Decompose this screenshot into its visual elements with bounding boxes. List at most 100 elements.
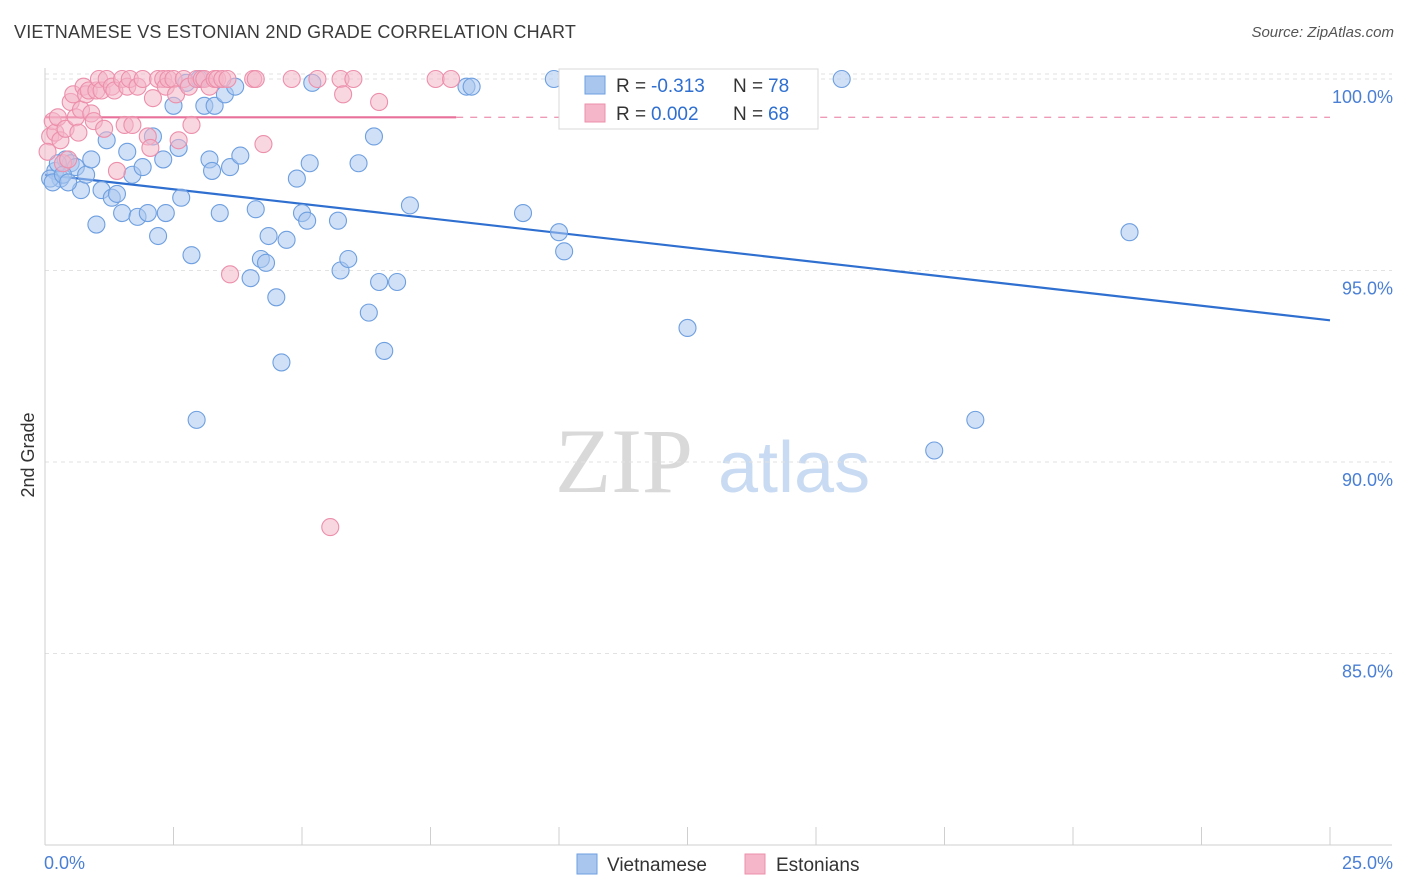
data-point-vietnamese — [513, 204, 533, 223]
data-point-estonians — [59, 150, 78, 169]
data-point-estonians — [182, 115, 201, 135]
data-point-estonians — [123, 115, 142, 135]
data-point-vietnamese — [156, 204, 175, 223]
data-point-vietnamese — [300, 154, 319, 173]
y-tick-label: 100.0% — [1332, 87, 1393, 107]
data-point-vietnamese — [400, 196, 419, 215]
data-point-vietnamese — [339, 249, 358, 269]
x-tick-label: 25.0% — [1342, 853, 1393, 873]
data-point-estonians — [69, 123, 88, 142]
data-point-vietnamese — [370, 272, 389, 292]
data-point-vietnamese — [82, 150, 101, 169]
data-point-estonians — [246, 69, 265, 89]
data-point-estonians — [38, 142, 57, 161]
legend-r-value-estonians: 0.002 — [651, 104, 699, 125]
data-point-vietnamese — [133, 158, 152, 177]
data-point-vietnamese — [555, 242, 574, 261]
legend-n-label: N = — [733, 104, 763, 125]
series-legend-label-vietnamese: Vietnamese — [607, 855, 707, 876]
legend-r-label: R = — [616, 76, 646, 97]
data-point-vietnamese — [832, 69, 851, 89]
data-point-estonians — [218, 69, 237, 89]
data-point-vietnamese — [462, 77, 481, 96]
data-point-vietnamese — [1120, 223, 1139, 242]
stats-legend: R = -0.313 N = 78 R = 0.002 N = 68 — [558, 68, 819, 130]
data-point-vietnamese — [388, 272, 407, 292]
data-point-vietnamese — [138, 204, 157, 223]
legend-r-label: R = — [616, 104, 646, 125]
chart-title: VIETNAMESE VS ESTONIAN 2ND GRADE CORRELA… — [14, 22, 577, 42]
data-point-estonians — [107, 161, 127, 180]
data-point-vietnamese — [678, 318, 697, 338]
data-point-vietnamese — [966, 410, 985, 429]
data-point-vietnamese — [328, 211, 348, 230]
data-point-vietnamese — [182, 246, 201, 265]
data-point-vietnamese — [154, 150, 173, 169]
data-point-estonians — [370, 92, 389, 112]
data-point-vietnamese — [246, 200, 265, 219]
data-point-vietnamese — [259, 226, 278, 246]
data-point-vietnamese — [267, 288, 286, 307]
data-point-vietnamese — [549, 223, 569, 242]
data-point-vietnamese — [77, 165, 96, 184]
y-axis-title: 2nd Grade — [18, 412, 38, 497]
data-point-vietnamese — [349, 154, 368, 173]
data-point-vietnamese — [277, 230, 296, 249]
legend-r-value-vietnamese: -0.313 — [651, 76, 705, 97]
data-point-vietnamese — [298, 211, 317, 230]
y-tick-label: 90.0% — [1342, 470, 1393, 490]
watermark-atlas: atlas — [718, 428, 870, 508]
series-legend-swatch-vietnamese — [576, 853, 598, 875]
legend-swatch-vietnamese — [584, 75, 606, 95]
data-point-estonians — [169, 131, 188, 150]
data-point-estonians — [143, 89, 162, 108]
series-legend-swatch-estonians — [744, 853, 766, 875]
data-point-estonians — [282, 69, 301, 89]
data-point-estonians — [133, 69, 152, 89]
x-tick-label: 0.0% — [44, 853, 85, 873]
data-point-vietnamese — [149, 226, 168, 246]
x-tick-labels: 0.0% 25.0% — [44, 853, 1393, 873]
y-tick-label: 95.0% — [1342, 279, 1393, 299]
data-point-vietnamese — [118, 142, 137, 161]
data-point-vietnamese — [172, 188, 191, 207]
data-points — [38, 69, 1139, 537]
data-point-estonians — [426, 69, 445, 89]
y-tick-label: 85.0% — [1342, 662, 1393, 682]
watermark-zip: ZIP — [555, 410, 693, 512]
legend-swatch-estonians — [584, 103, 606, 123]
data-point-vietnamese — [359, 303, 378, 322]
data-point-vietnamese — [220, 158, 240, 177]
data-point-estonians — [334, 85, 353, 104]
legend-n-label: N = — [733, 76, 763, 97]
data-point-vietnamese — [925, 441, 944, 460]
data-point-vietnamese — [241, 269, 260, 288]
data-point-estonians — [254, 135, 273, 154]
data-point-vietnamese — [205, 96, 224, 115]
data-point-vietnamese — [231, 146, 250, 165]
series-legend: Vietnamese Estonians — [576, 853, 859, 876]
data-point-vietnamese — [210, 204, 229, 223]
data-point-estonians — [220, 265, 240, 284]
data-point-estonians — [321, 518, 340, 537]
source-label: Source: ZipAtlas.com — [1251, 24, 1394, 41]
data-point-vietnamese — [59, 173, 78, 192]
series-legend-label-estonians: Estonians — [776, 855, 859, 876]
legend-n-value-vietnamese: 78 — [768, 76, 789, 97]
data-point-vietnamese — [107, 184, 127, 203]
data-point-estonians — [95, 119, 114, 138]
data-point-vietnamese — [187, 410, 206, 429]
data-point-vietnamese — [287, 169, 306, 188]
data-point-vietnamese — [203, 161, 222, 180]
data-point-vietnamese — [256, 253, 276, 272]
data-point-estonians — [308, 69, 327, 89]
data-point-vietnamese — [375, 341, 394, 360]
axes — [44, 68, 1392, 846]
data-point-estonians — [141, 138, 160, 157]
data-point-vietnamese — [272, 353, 291, 372]
data-point-estonians — [442, 69, 461, 89]
data-point-vietnamese — [87, 215, 106, 234]
y-tick-labels: 100.0% 95.0% 90.0% 85.0% — [1332, 87, 1393, 682]
data-point-vietnamese — [364, 127, 384, 146]
